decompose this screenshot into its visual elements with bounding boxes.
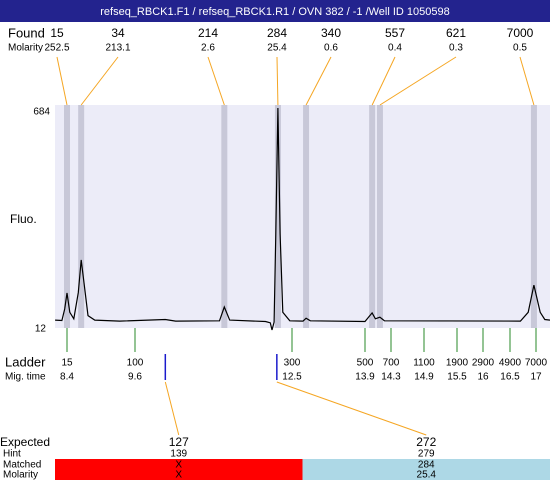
found-size: 15 (50, 26, 64, 40)
ladder-size: 4900 (499, 358, 522, 369)
found-size: 621 (446, 26, 466, 40)
mig-time-label: Mig. time (5, 372, 46, 383)
ladder-time: 17 (530, 372, 542, 383)
expected-size: 127 (169, 435, 189, 449)
peak-connector (277, 57, 278, 105)
ladder-time: 14.3 (381, 372, 401, 383)
y-min: 12 (35, 324, 47, 335)
ladder-time: 13.9 (355, 372, 375, 383)
ladder-size: 500 (357, 358, 374, 369)
found-size: 340 (321, 26, 341, 40)
molarity-label: Molarity (8, 43, 43, 54)
found-molarity: 0.4 (388, 43, 402, 54)
found-size: 214 (198, 26, 218, 40)
found-molarity: 2.6 (201, 43, 215, 54)
ladder-label: Ladder (5, 354, 46, 369)
found-molarity: 213.1 (105, 43, 130, 54)
ladder-size: 15 (61, 358, 73, 369)
peak-band (78, 105, 84, 328)
expected-label: Expected (0, 435, 50, 449)
found-molarity: 0.3 (449, 43, 463, 54)
ladder-time: 14.9 (414, 372, 434, 383)
expected-hint: 279 (418, 449, 435, 460)
title: refseq_RBCK1.F1 / refseq_RBCK1.R1 / OVN … (100, 6, 450, 18)
found-size: 34 (111, 26, 125, 40)
hint-label: Hint (3, 449, 21, 460)
ladder-size: 1900 (446, 358, 469, 369)
found-molarity: 25.4 (267, 43, 287, 54)
found-size: 284 (267, 26, 287, 40)
peak-band (303, 105, 309, 328)
found-molarity: 0.5 (513, 43, 527, 54)
peak-band (221, 105, 227, 328)
peak-band (377, 105, 383, 328)
expected-hint: 139 (170, 449, 187, 460)
y-max: 684 (33, 107, 50, 118)
ladder-time: 16 (477, 372, 489, 383)
found-size: 7000 (507, 26, 534, 40)
expected-molarity: X (175, 470, 182, 480)
peak-band (369, 105, 375, 328)
found-molarity: 0.6 (324, 43, 338, 54)
ladder-size: 1100 (413, 358, 435, 369)
ladder-size: 7000 (525, 358, 548, 369)
expected-size: 272 (416, 435, 436, 449)
peak-connector (208, 57, 224, 105)
ladder-size: 700 (383, 358, 400, 369)
ladder-time: 16.5 (500, 372, 520, 383)
peak-connector (520, 57, 534, 105)
y-label: Fluo. (10, 212, 37, 226)
expected-connector (165, 382, 178, 435)
found-label: Found (8, 25, 45, 40)
found-size: 557 (385, 26, 405, 40)
found-molarity: 252.5 (44, 43, 69, 54)
expected-connector (277, 382, 426, 435)
ladder-size: 300 (284, 358, 301, 369)
ladder-size: 100 (127, 358, 144, 369)
ladder-time: 12.5 (282, 372, 302, 383)
peak-connector (306, 57, 331, 105)
peak-connector (81, 57, 118, 105)
ladder-time: 15.5 (447, 372, 467, 383)
expected-molarity: 25.4 (417, 470, 437, 480)
ladder-time: 9.6 (128, 372, 142, 383)
ladder-size: 2900 (472, 358, 495, 369)
peak-connector (57, 57, 67, 105)
expected-molarity-label: Molarity (3, 470, 38, 480)
ladder-time: 8.4 (60, 372, 74, 383)
plot-area (55, 105, 550, 328)
